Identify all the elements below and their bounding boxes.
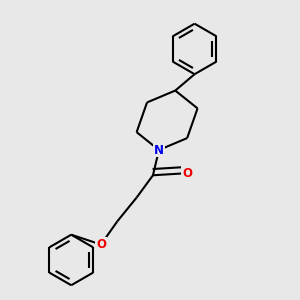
Text: O: O xyxy=(96,238,106,251)
Text: O: O xyxy=(182,167,192,180)
Text: N: N xyxy=(154,143,164,157)
